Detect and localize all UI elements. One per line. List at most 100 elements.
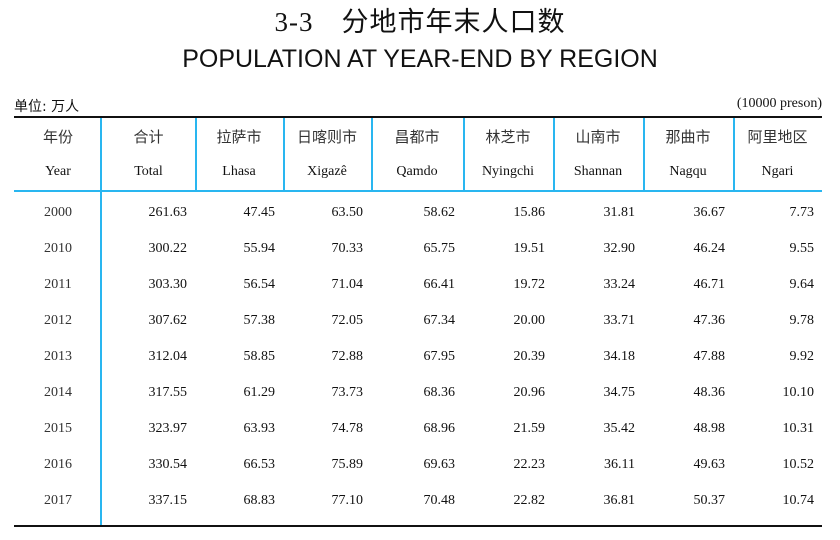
ngari-cell: 9.55	[789, 241, 815, 256]
qamdo-cell: 66.41	[423, 277, 456, 292]
nyingchi-cell: 21.59	[513, 421, 546, 436]
nyingchi-cell: 22.82	[513, 493, 546, 508]
col-header-nagqu-en: Nagqu	[669, 164, 707, 179]
header-divider	[195, 118, 197, 190]
shannan-cell: 36.11	[604, 457, 635, 472]
col-header-shannan-cn: 山南市	[575, 127, 621, 146]
header-divider	[643, 118, 645, 190]
lhasa-cell: 58.85	[243, 349, 276, 364]
col-header-qamdo-cn: 昌都市	[394, 127, 440, 146]
shannan-cell: 31.81	[603, 205, 636, 220]
col-header-xigaze-en: Xigazê	[307, 164, 347, 179]
table-row: 2015 323.97 63.93 74.78 68.96 21.59 35.4…	[14, 411, 822, 447]
xigaze-cell: 70.33	[331, 241, 364, 256]
col-header-ngari-en: Ngari	[761, 164, 794, 179]
lhasa-cell: 61.29	[243, 385, 276, 400]
table-bottom-rule	[14, 525, 822, 527]
xigaze-cell: 73.73	[331, 385, 364, 400]
ngari-cell: 9.92	[789, 349, 815, 364]
shannan-cell: 34.75	[603, 385, 636, 400]
ngari-cell: 9.78	[789, 313, 815, 328]
col-header-year-cn: 年份	[42, 127, 73, 146]
total-cell: 330.54	[148, 457, 188, 472]
header-row-chinese: 年份 合计 拉萨市 日喀则市 昌都市 林芝市 山南市 那曲市 阿里地区	[14, 118, 822, 154]
nagqu-cell: 48.98	[693, 421, 726, 436]
nagqu-cell: 48.36	[693, 385, 726, 400]
table-row: 2016 330.54 66.53 75.89 69.63 22.23 36.1…	[14, 447, 822, 483]
header-divider	[463, 118, 465, 190]
page-title-chinese: 3-3 分地市年末人口数	[274, 7, 566, 37]
nyingchi-cell: 15.86	[513, 205, 546, 220]
lhasa-cell: 63.93	[243, 421, 276, 436]
table-row: 2000 261.63 47.45 63.50 58.62 15.86 31.8…	[14, 195, 822, 231]
table-header-rule	[14, 190, 822, 192]
nagqu-cell: 47.36	[693, 313, 726, 328]
col-header-lhasa-cn: 拉萨市	[216, 127, 262, 146]
header-divider	[733, 118, 735, 190]
total-cell: 300.22	[148, 241, 188, 256]
nagqu-cell: 46.24	[693, 241, 726, 256]
ngari-cell: 10.31	[782, 421, 815, 436]
population-table: 年份 合计 拉萨市 日喀则市 昌都市 林芝市 山南市 那曲市 阿里地区 Year…	[14, 118, 822, 519]
qamdo-cell: 68.36	[423, 385, 456, 400]
shannan-cell: 34.18	[603, 349, 636, 364]
shannan-cell: 35.42	[603, 421, 636, 436]
xigaze-cell: 72.05	[331, 313, 364, 328]
table-top-rule	[14, 116, 822, 118]
total-cell: 312.04	[148, 349, 188, 364]
nyingchi-cell: 19.72	[513, 277, 546, 292]
col-header-nyingchi-en: Nyingchi	[481, 164, 535, 179]
shannan-cell: 33.71	[603, 313, 636, 328]
col-header-nyingchi-cn: 林芝市	[485, 127, 531, 146]
year-cell: 2014	[44, 385, 72, 400]
nyingchi-cell: 20.39	[513, 349, 546, 364]
table-row: 2013 312.04 58.85 72.88 67.95 20.39 34.1…	[14, 339, 822, 375]
nyingchi-cell: 20.00	[513, 313, 546, 328]
total-cell: 303.30	[148, 277, 188, 292]
xigaze-cell: 63.50	[331, 205, 364, 220]
nyingchi-cell: 19.51	[513, 241, 546, 256]
xigaze-cell: 72.88	[331, 349, 364, 364]
col-header-ngari-cn: 阿里地区	[747, 127, 808, 146]
col-header-total-en: Total	[134, 164, 163, 179]
shannan-cell: 32.90	[603, 241, 636, 256]
table-row: 2012 307.62 57.38 72.05 67.34 20.00 33.7…	[14, 303, 822, 339]
lhasa-cell: 66.53	[243, 457, 276, 472]
unit-label-english: (10000 preson)	[736, 96, 822, 111]
nagqu-cell: 49.63	[693, 457, 726, 472]
col-header-xigaze-cn: 日喀则市	[296, 127, 357, 146]
nyingchi-cell: 22.23	[513, 457, 546, 472]
col-header-total-cn: 合计	[133, 127, 164, 146]
col-header-shannan-en: Shannan	[573, 164, 623, 179]
nagqu-cell: 46.71	[693, 277, 726, 292]
year-cell: 2000	[44, 205, 72, 220]
year-column-divider	[100, 118, 102, 525]
total-cell: 337.15	[148, 493, 188, 508]
xigaze-cell: 71.04	[331, 277, 364, 292]
qamdo-cell: 68.96	[423, 421, 456, 436]
xigaze-cell: 75.89	[331, 457, 364, 472]
total-cell: 323.97	[148, 421, 188, 436]
year-cell: 2010	[44, 241, 72, 256]
nagqu-cell: 50.37	[693, 493, 726, 508]
header-row-english: Year Total Lhasa Xigazê Qamdo Nyingchi S…	[14, 154, 822, 190]
qamdo-cell: 67.95	[423, 349, 456, 364]
nyingchi-cell: 20.96	[513, 385, 546, 400]
lhasa-cell: 55.94	[243, 241, 276, 256]
lhasa-cell: 68.83	[243, 493, 276, 508]
header-divider	[371, 118, 373, 190]
qamdo-cell: 70.48	[423, 493, 456, 508]
nagqu-cell: 36.67	[693, 205, 726, 220]
ngari-cell: 10.10	[782, 385, 815, 400]
qamdo-cell: 67.34	[423, 313, 456, 328]
ngari-cell: 10.74	[782, 493, 815, 508]
lhasa-cell: 56.54	[243, 277, 276, 292]
xigaze-cell: 77.10	[331, 493, 364, 508]
nagqu-cell: 47.88	[693, 349, 726, 364]
total-cell: 307.62	[148, 313, 188, 328]
lhasa-cell: 57.38	[243, 313, 276, 328]
unit-label-chinese: 单位: 万人	[14, 99, 80, 115]
header-divider	[553, 118, 555, 190]
table-row: 2010 300.22 55.94 70.33 65.75 19.51 32.9…	[14, 231, 822, 267]
table-row: 2017 337.15 68.83 77.10 70.48 22.82 36.8…	[14, 483, 822, 519]
